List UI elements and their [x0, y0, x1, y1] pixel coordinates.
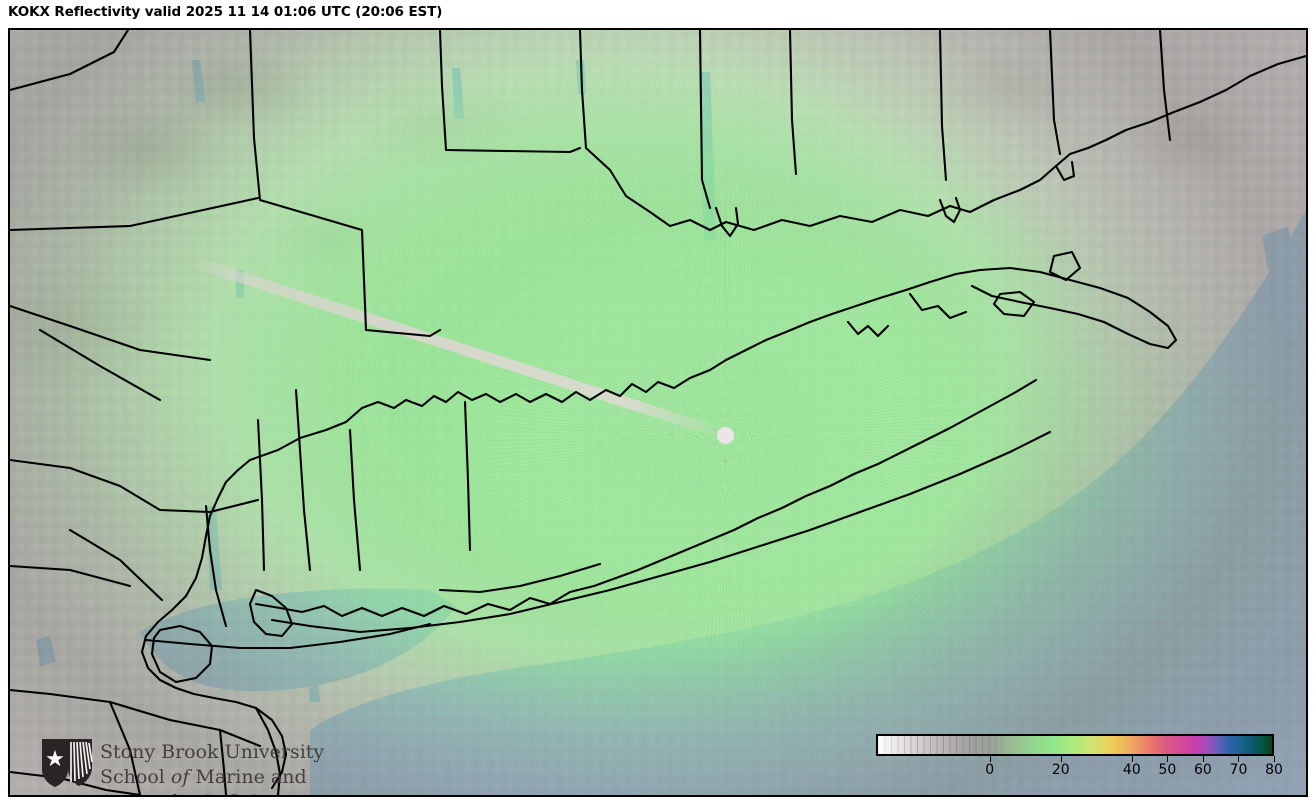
coastline-li-south: [254, 378, 1038, 618]
logo-line-2-pre: School: [100, 766, 171, 788]
county-line-16: [256, 418, 266, 572]
county-line-5: [578, 30, 588, 150]
county-line-19: [10, 688, 172, 722]
colorbar-tick-mark: [989, 756, 991, 762]
coastline-peconic-2: [908, 292, 968, 320]
state-border-ct: [698, 30, 712, 210]
colorbar-tick-label: 60: [1194, 762, 1212, 778]
county-line-10: [1158, 30, 1172, 142]
colorbar-tick-mark: [1060, 756, 1062, 762]
title-bar: KOKX Reflectivity valid 2025 11 14 01:06…: [0, 0, 1316, 28]
stony-brook-wordmark: Stony Brook University School of Marine …: [100, 740, 325, 795]
county-line-9: [1048, 30, 1062, 156]
coastline-ct-inlet-2: [938, 196, 962, 224]
coastline-connecticut: [648, 54, 1306, 232]
coastline-staten-island: [150, 624, 214, 684]
logo-line-3: Atmospheric Sciences: [100, 790, 320, 795]
coastline-nj-shore: [254, 706, 282, 795]
hudson-channel: [204, 504, 228, 628]
colorbar-tick-label: 40: [1122, 762, 1141, 778]
coastline-ct-inlet-1: [714, 206, 740, 238]
county-line-8: [938, 30, 948, 182]
county-line-2: [364, 328, 442, 338]
coastline-peconic-1: [846, 320, 890, 338]
county-line-17: [68, 528, 164, 602]
reflectivity-colorbar[interactable]: 0 20 40 50 60 70 80: [868, 730, 1288, 792]
colorbar-gradient: [876, 734, 1274, 756]
county-line-22: [10, 770, 142, 795]
county-line-23: [218, 728, 228, 795]
county-line-li-3: [463, 400, 472, 552]
coastline-ct-inlet-3: [1054, 160, 1076, 182]
barrier-island-fire: [270, 430, 1052, 634]
coastline-gardiners: [1048, 250, 1082, 282]
coastline-shelter-island: [992, 290, 1036, 318]
colorbar-tick-mark: [1202, 756, 1204, 762]
logo-line-2-post: Marine and: [189, 766, 307, 788]
colorbar-tick-mark: [1131, 756, 1133, 762]
raritan-channel: [144, 622, 432, 650]
colorbar-discrete-stripes: [878, 736, 1272, 754]
coastline-north-fork: [970, 266, 1178, 350]
county-line-15: [158, 498, 260, 514]
colorbar-tick-label: 50: [1158, 762, 1177, 778]
county-line-li-1: [294, 388, 312, 572]
great-south-bay: [438, 562, 602, 594]
map-vector-outlines: [10, 30, 1306, 795]
state-border-ny-north: [10, 30, 130, 92]
stony-brook-logo: Stony Brook University School of Marine …: [38, 732, 325, 795]
radar-site-cone-of-silence: [717, 427, 734, 444]
shield-star-icon: [42, 739, 93, 787]
colorbar-tick-label: 20: [1051, 762, 1070, 778]
county-line-li-2: [348, 428, 362, 572]
county-line-3: [438, 30, 448, 152]
county-line-11: [10, 196, 260, 232]
radar-map-canvas[interactable]: Stony Brook University School of Marine …: [10, 30, 1306, 795]
page-title: KOKX Reflectivity valid 2025 11 14 01:06…: [8, 4, 443, 20]
colorbar-tick-mark: [1274, 756, 1275, 762]
county-line-12: [10, 304, 212, 362]
county-line-7: [788, 30, 798, 176]
colorbar-tick-label: 70: [1229, 762, 1248, 778]
logo-line-2: School of Marine and: [100, 765, 320, 790]
county-line-20: [108, 700, 142, 795]
radar-map-frame[interactable]: Stony Brook University School of Marine …: [8, 28, 1308, 797]
county-line-1: [248, 30, 368, 332]
county-line-4: [444, 146, 582, 154]
colorbar-tick-label: 0: [985, 762, 995, 778]
county-line-6: [584, 146, 652, 214]
county-line-13: [38, 328, 162, 402]
colorbar-tick-mark: [1167, 756, 1169, 762]
coastline-jamaica-bay: [248, 588, 294, 638]
coastline-li-north: [248, 268, 982, 462]
colorbar-tick-label: 80: [1265, 762, 1283, 778]
logo-line-1: Stony Brook University: [100, 741, 325, 763]
county-line-18: [10, 564, 132, 588]
county-line-14: [10, 458, 162, 512]
logo-line-2-italic: of: [170, 766, 190, 788]
colorbar-tick-mark: [1238, 756, 1240, 762]
coastline-nyc: [140, 458, 288, 790]
